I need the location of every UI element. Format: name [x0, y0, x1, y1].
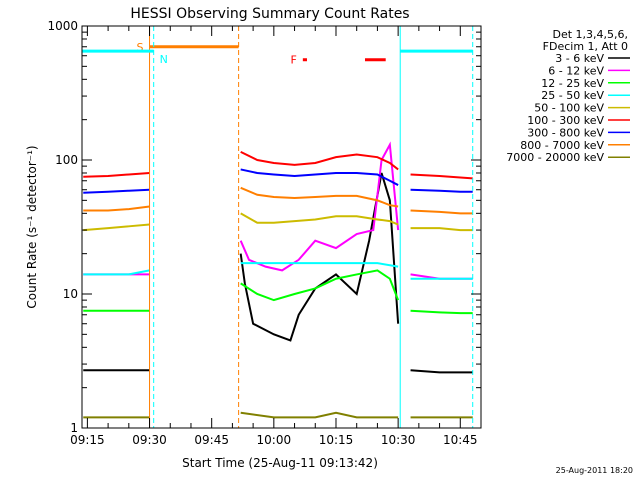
legend-header: Det 1,3,4,5,6,: [552, 28, 628, 41]
plot-frame: [81, 25, 482, 429]
legend-entry-label: 100 - 300 keV: [527, 114, 604, 127]
series-line: [240, 168, 399, 186]
x-axis-label: Start Time (25-Aug-11 09:13:42): [182, 456, 378, 470]
legend-entry-label: 800 - 7000 keV: [520, 139, 604, 152]
x-tick-label: 09:15: [70, 433, 105, 447]
series-2: [83, 269, 473, 315]
series-line: [410, 209, 473, 215]
y-tick-label: 1000: [47, 19, 78, 33]
series-7: [83, 186, 473, 215]
series-traces: [83, 141, 473, 419]
legend: Det 1,3,4,5,6,FDecim 1, Att 03 - 6 keV6 …: [506, 28, 630, 164]
series-line: [240, 186, 399, 208]
x-tick-label: 10:00: [257, 433, 292, 447]
series-line: [240, 150, 399, 171]
series-5: [83, 150, 473, 180]
y-axis-label: Count Rate (s⁻¹ detector⁻¹): [25, 145, 39, 308]
legend-entry-label: 25 - 50 keV: [541, 89, 604, 102]
y-tick-label: 10: [63, 287, 78, 301]
series-6: [83, 168, 473, 194]
series-line: [410, 227, 473, 232]
x-axis: 09:15 09:30 09:45 10:00 10:15 10:30 10:45: [70, 26, 482, 447]
series-3: [83, 262, 473, 280]
legend-header: FDecim 1, Att 0: [543, 40, 628, 53]
y-tick-label: 1: [70, 421, 78, 435]
legend-entry-label: 6 - 12 keV: [548, 64, 604, 77]
x-tick-label: 10:30: [381, 433, 416, 447]
series-8: [83, 411, 473, 419]
legend-entry-label: 50 - 100 keV: [534, 102, 604, 115]
series-line: [410, 173, 473, 180]
footer-date: 25-Aug-2011 18:20: [556, 466, 633, 475]
legend-entry-label: 3 - 6 keV: [555, 52, 604, 65]
series-line: [83, 205, 150, 212]
series-line: [83, 171, 150, 178]
x-tick-label: 09:45: [194, 433, 229, 447]
night-flag-label: N: [160, 53, 168, 66]
series-line: [240, 269, 400, 302]
series-line: [83, 188, 150, 194]
series-line: [410, 369, 473, 374]
flare-flag-label: F: [291, 54, 297, 67]
series-line: [240, 212, 399, 226]
series-4: [83, 212, 473, 232]
series-line: [410, 309, 473, 315]
series-line: [240, 262, 399, 268]
series-line: [240, 411, 399, 419]
legend-entry-label: 7000 - 20000 keV: [506, 151, 604, 164]
series-line: [83, 223, 150, 232]
legend-entry-label: 12 - 25 keV: [541, 77, 604, 90]
legend-entry-label: 300 - 800 keV: [527, 126, 604, 139]
x-tick-label: 10:45: [443, 433, 478, 447]
y-tick-label: 100: [55, 153, 78, 167]
series-line: [410, 188, 473, 193]
x-tick-label: 10:15: [319, 433, 354, 447]
series-line: [239, 141, 400, 272]
y-axis: 1 10 100 1000: [47, 19, 481, 435]
observing-flags: S N F: [82, 26, 474, 428]
chart-title: HESSI Observing Summary Count Rates: [130, 6, 409, 22]
x-tick-label: 09:30: [132, 433, 167, 447]
saa-flag-label: S: [137, 41, 144, 54]
series-line: [83, 269, 150, 276]
